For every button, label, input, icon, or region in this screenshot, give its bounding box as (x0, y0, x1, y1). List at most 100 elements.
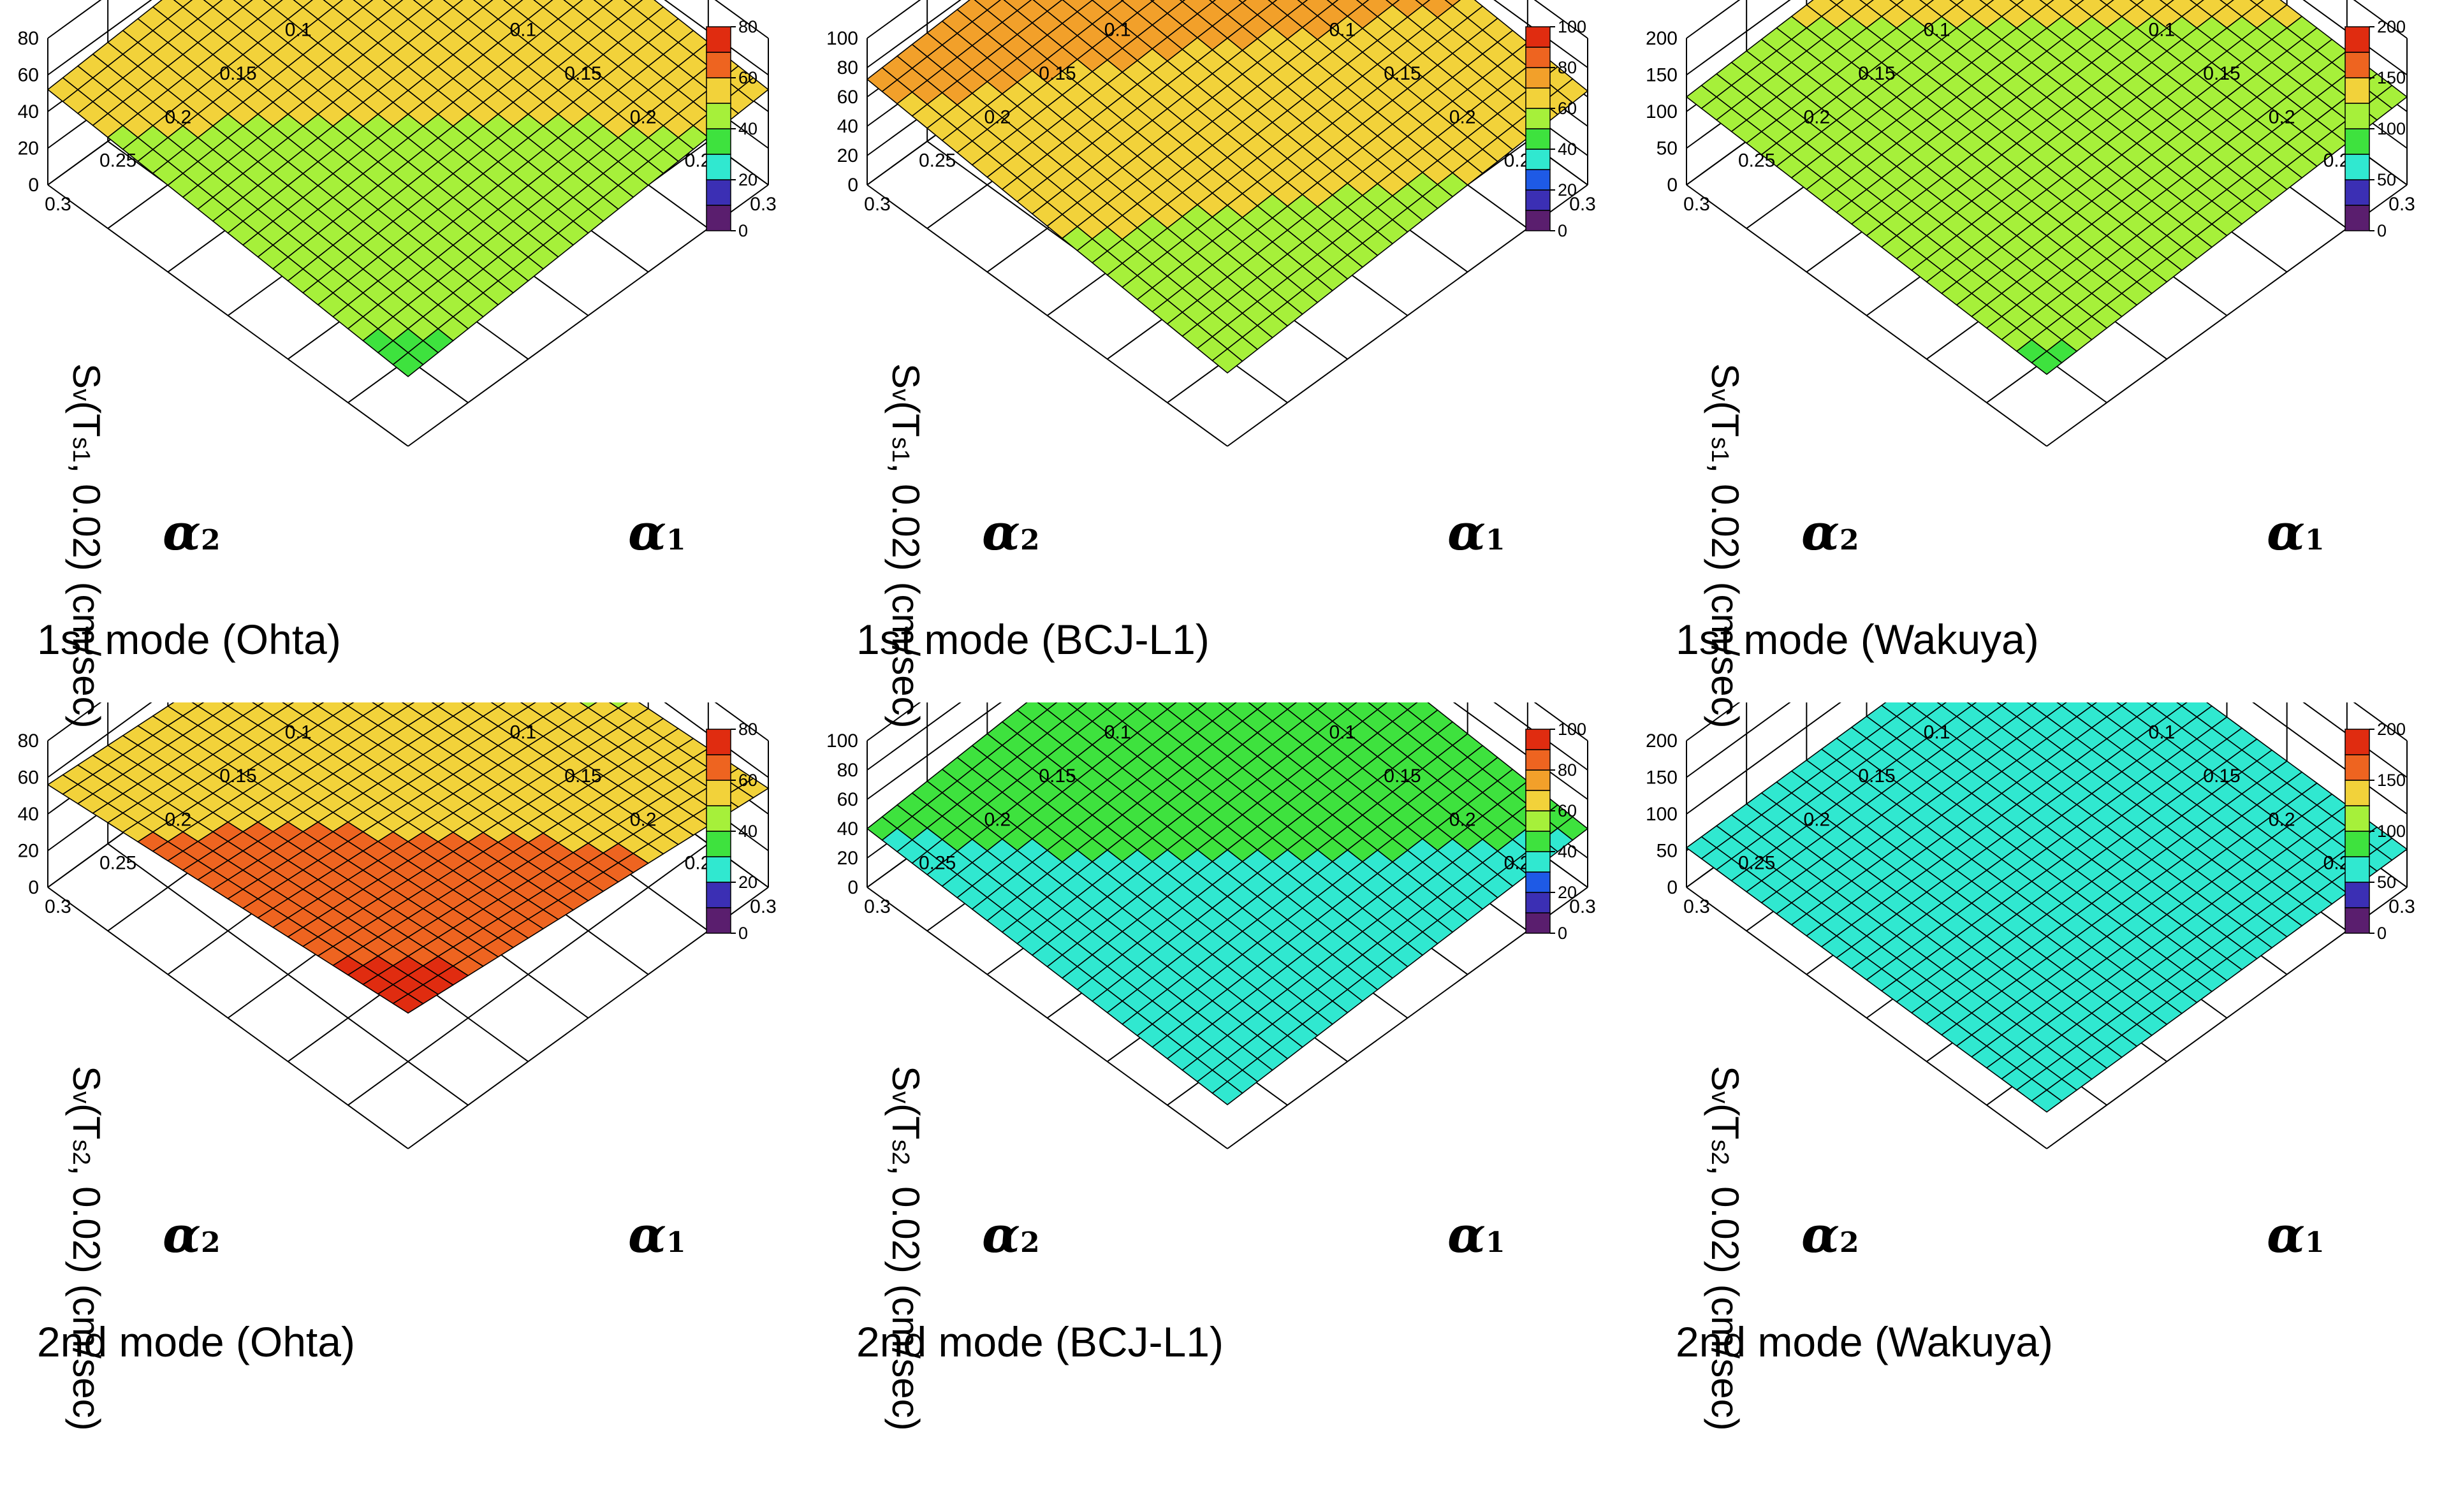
colorbar-band (706, 857, 731, 882)
z-label-part: S (65, 363, 108, 389)
z-label-part: S (884, 363, 927, 389)
colorbar-band (1526, 770, 1550, 790)
colorbar-band (2345, 882, 2369, 908)
colorbar-tick-label: 0 (738, 221, 748, 240)
a2-tick-label: 0.25 (919, 150, 956, 171)
alpha1-axis-label: α1 (1447, 504, 1505, 562)
colorbar-band (2345, 857, 2369, 882)
a1-tick-label: 0.15 (564, 766, 601, 787)
colorbar-band (1526, 892, 1550, 913)
alpha2-symbol: α (1801, 1206, 1840, 1264)
colorbar-tick-label: 80 (738, 17, 757, 36)
colorbar-band (706, 908, 731, 933)
a1-tick-label: 0.1 (2148, 20, 2175, 41)
colorbar-band (706, 729, 731, 755)
colorbar-band (706, 78, 731, 103)
z-label-part: , 0.02) (cm/sec) (884, 1165, 927, 1431)
z-tick-label: 60 (18, 767, 39, 789)
z-label-part: (T (884, 1103, 927, 1140)
alpha2-subscript: 2 (201, 1226, 221, 1259)
alpha1-symbol: α (2267, 1206, 2305, 1264)
colorbar-tick-label: 200 (2377, 720, 2406, 739)
colorbar-tick-label: 60 (738, 771, 757, 790)
alpha1-subscript: 1 (2305, 1226, 2325, 1259)
colorbar-tick-label: 60 (1558, 99, 1577, 118)
z-tick-label: 100 (826, 731, 858, 752)
colorbar-band (1526, 149, 1550, 170)
colorbar-tick-label: 150 (2377, 68, 2406, 87)
colorbar-tick-label: 40 (738, 119, 757, 138)
a2-tick-label: 0.25 (919, 853, 956, 874)
alpha1-axis-label: α1 (2267, 1206, 2325, 1264)
colorbar-band (2345, 755, 2369, 780)
z-tick-label: 200 (1646, 731, 1678, 752)
a2-tick-label: 0.2 (165, 809, 191, 830)
surface-plot: 02040608010000.050.10.150.20.250.300.050… (819, 702, 1639, 1405)
z-label-part: (T (884, 401, 927, 437)
colorbar-band (706, 755, 731, 780)
colorbar-tick-label: 50 (2377, 170, 2396, 189)
colorbar-band (1526, 831, 1550, 852)
colorbar-tick-label: 0 (1558, 924, 1567, 943)
surface (867, 702, 1588, 1105)
colorbar-band (1526, 750, 1550, 770)
z-tick-label: 50 (1657, 841, 1678, 862)
a2-tick-label: 0.1 (1924, 20, 1950, 41)
chart-panel: 02040608000.050.10.150.20.250.300.050.10… (0, 702, 819, 1405)
a1-tick-label: 0.3 (2389, 194, 2415, 215)
surface-plot: 05010015020000.050.10.150.20.250.300.050… (1639, 702, 2458, 1405)
colorbar-tick-label: 20 (738, 873, 757, 892)
z-axis-label: Sv(Ts2, 0.02) (cm/sec) (51, 1066, 108, 1512)
z-label-part: S (1704, 1066, 1746, 1091)
a1-tick-label: 0.15 (2203, 766, 2240, 787)
z-axis-label: Sv(Ts2, 0.02) (cm/sec) (870, 1066, 928, 1512)
colorbar-band (1526, 790, 1550, 811)
alpha1-subscript: 1 (1486, 1226, 1505, 1259)
colorbar-band (2345, 103, 2369, 129)
z-tick-label: 40 (18, 101, 39, 122)
colorbar-tick-label: 0 (2377, 924, 2387, 943)
colorbar-tick-label: 100 (1558, 720, 1586, 739)
colorbar-tick-label: 60 (738, 68, 757, 87)
colorbar-band (706, 806, 731, 831)
a1-tick-label: 0.15 (564, 63, 601, 84)
z-tick-label: 50 (1657, 138, 1678, 159)
colorbar-band (2345, 154, 2369, 180)
colorbar-band (2345, 831, 2369, 857)
colorbar-tick-label: 100 (2377, 119, 2406, 138)
z-tick-label: 80 (837, 760, 858, 781)
colorbar-tick-label: 100 (2377, 822, 2406, 841)
alpha1-axis-label: α1 (628, 1206, 686, 1264)
colorbar-band (706, 103, 731, 129)
a2-tick-label: 0.2 (165, 106, 191, 127)
z-tick-label: 80 (837, 57, 858, 78)
z-label-part: v (1706, 389, 1733, 401)
z-label-part: (T (1704, 1103, 1746, 1140)
z-label-part: s1 (887, 437, 914, 463)
surface (1686, 0, 2407, 374)
z-label-part: v (68, 1091, 94, 1103)
a1-tick-label: 0.1 (1329, 722, 1356, 743)
alpha2-symbol: α (982, 504, 1020, 562)
z-label-part: , 0.02) (cm/sec) (65, 1165, 108, 1431)
z-tick-label: 0 (1667, 175, 1678, 196)
alpha1-axis-label: α1 (2267, 504, 2325, 562)
alpha2-symbol: α (1801, 504, 1840, 562)
a2-tick-label: 0.15 (1858, 63, 1895, 84)
z-label-part: s1 (1706, 437, 1733, 463)
z-tick-label: 0 (847, 877, 858, 898)
a2-tick-label: 0.1 (1104, 722, 1131, 743)
colorbar-band (1526, 129, 1550, 149)
a1-tick-label: 0.2 (630, 809, 657, 830)
chart-panel: 05010015020000.050.10.150.20.250.300.050… (1639, 702, 2458, 1405)
a1-tick-label: 0.15 (1384, 63, 1421, 84)
a2-tick-label: 0.2 (1803, 106, 1830, 127)
colorbar-tick-label: 20 (738, 170, 757, 189)
alpha2-symbol: α (163, 504, 201, 562)
colorbar-band (1526, 47, 1550, 68)
alpha2-subscript: 2 (1020, 1226, 1040, 1259)
colorbar-tick-label: 80 (1558, 58, 1577, 77)
chart-panel: 02040608000.050.10.150.20.250.300.050.10… (0, 0, 819, 702)
colorbar-tick-label: 20 (1558, 883, 1577, 902)
alpha2-axis-label: α2 (1801, 1206, 1859, 1264)
